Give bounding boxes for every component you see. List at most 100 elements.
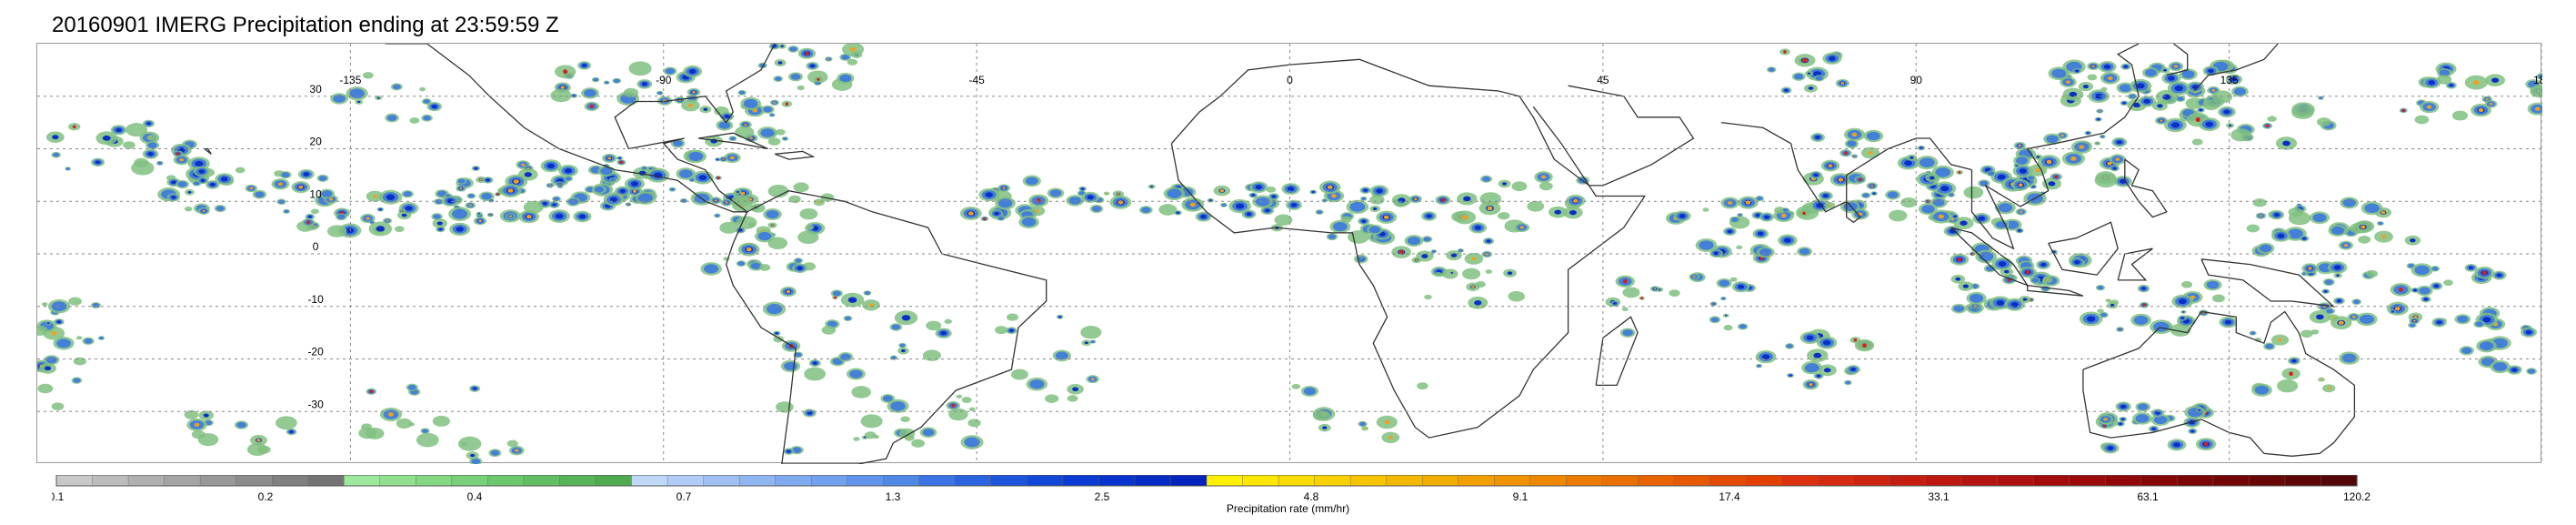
precipitation-layer (37, 44, 2542, 464)
colorbar-segment (810, 474, 848, 487)
colorbar-segment (1421, 474, 1459, 487)
colorbar-segment (1314, 474, 1351, 487)
colorbar-segment (344, 474, 381, 487)
lon-tick-label: 180 (2533, 74, 2542, 86)
colorbar-segment (1925, 474, 1962, 487)
graticule (37, 44, 2542, 464)
colorbar-segment (1601, 474, 1639, 487)
coastline-12 (1950, 227, 2030, 287)
lon-tick-label: -45 (968, 74, 985, 86)
colorbar-segment (990, 474, 1028, 487)
colorbar-segment (164, 474, 201, 487)
colorbar-segment (1134, 474, 1172, 487)
colorbar-segment (2033, 474, 2070, 487)
colorbar-segment (775, 474, 812, 487)
colorbar-segment (738, 474, 777, 487)
lon-tick-label: 0 (1287, 74, 1293, 86)
coastline-1 (697, 132, 768, 150)
colorbar-segment (1386, 474, 1423, 487)
colorbar-segment (127, 474, 165, 487)
colorbar-segment (379, 474, 417, 487)
colorbar-segment (883, 474, 920, 487)
colorbar-segment (1098, 474, 1136, 487)
colorbar-segment (1349, 474, 1388, 487)
lat-tick-label: 30 (309, 83, 322, 96)
colorbar-segment (1206, 474, 1244, 487)
colorbar-tick-label: 33.1 (1928, 490, 1950, 503)
coastline-10 (2193, 44, 2279, 92)
colorbar-segment (1242, 474, 1279, 487)
colorbar-segment (631, 474, 668, 487)
lon-tick-label: 90 (1910, 74, 1923, 86)
colorbar-segment (1817, 474, 1855, 487)
lon-tick-label: -90 (656, 74, 672, 86)
colorbar-segment (847, 474, 884, 487)
colorbar-tick-label: 2.5 (1095, 490, 1110, 503)
coastline-11 (2048, 221, 2119, 276)
colorbar-segment (1638, 474, 1675, 487)
colorbar-segment (1027, 474, 1064, 487)
colorbar-tick-label: 9.1 (1513, 490, 1529, 503)
lat-tick-label: -30 (307, 398, 324, 410)
coastline-15 (2124, 158, 2168, 218)
coastline-3 (725, 190, 1047, 464)
coastlines (204, 44, 2356, 464)
colorbar-segment (703, 474, 740, 487)
grid-labels: -135 -90 -45 0 45 90 135 180 30 20 10 0 -10 -20 -30 (307, 74, 2542, 410)
colorbar-segment (451, 474, 489, 487)
colorbar-tick-label: 0.1 (52, 490, 65, 503)
colorbar-segment (2284, 474, 2322, 487)
colorbar-segment (1960, 474, 1999, 487)
colorbar-segment (1566, 474, 1603, 487)
coastline-16 (2200, 258, 2336, 308)
colorbar-segment (2105, 474, 2142, 487)
colorbar-tick-label: 0.4 (467, 490, 483, 503)
colorbar-segment (1494, 474, 1531, 487)
colorbar-segment (1997, 474, 2034, 487)
colorbar-segment (559, 474, 596, 487)
colorbar-segment (595, 474, 633, 487)
lon-tick-label: 45 (1597, 74, 1609, 86)
colorbar-tick-label: 1.3 (886, 490, 901, 503)
coastline-19 (204, 147, 212, 155)
colorbar-tick-label: 0.7 (677, 490, 692, 503)
colorbar-segment (1062, 474, 1100, 487)
colorbar-segment (1278, 474, 1316, 487)
colorbar-segment (523, 474, 561, 487)
colorbar-segment (416, 474, 453, 487)
lon-tick-label: 135 (2220, 74, 2239, 86)
colorbar-segment (1170, 474, 1208, 487)
colorbar-tick-label: 17.4 (1719, 490, 1740, 503)
colorbar-segment (1673, 474, 1711, 487)
colorbar: 0.1 0.2 0.4 0.7 1.3 2.5 4.8 9.1 17.4 33.1 63.1 120.… (49, 474, 2380, 525)
coastline-5 (1595, 316, 1639, 387)
colorbar-segment (1889, 474, 1927, 487)
colorbar-segment (955, 474, 992, 487)
colorbar-segment (1745, 474, 1783, 487)
colorbar-segment (2069, 474, 2106, 487)
coastline-14 (2117, 247, 2153, 281)
map-title: 20160901 IMERG Precipitation ending at 2… (52, 13, 559, 37)
lat-tick-label: 20 (309, 136, 322, 148)
coastline-9 (2166, 44, 2189, 76)
coastline-4 (1170, 58, 1647, 439)
colorbar-tick-label: 63.1 (2137, 490, 2159, 503)
colorbar-segment (2249, 474, 2286, 487)
lat-tick-label: -20 (307, 346, 324, 358)
coastline-6 (1532, 85, 1695, 187)
colorbar-tick-label: 120.2 (2343, 490, 2371, 503)
colorbar-tick-label: 4.8 (1304, 490, 1319, 503)
coastline-0 (385, 44, 776, 213)
colorbar-segment (918, 474, 956, 487)
colorbar-segment (1458, 474, 1495, 487)
colorbar-segment (1529, 474, 1568, 487)
coastline-17 (2082, 310, 2356, 457)
colorbar-segment (236, 474, 273, 487)
colorbar-segment (307, 474, 345, 487)
colorbar-segment (487, 474, 525, 487)
colorbar-segment (2320, 474, 2358, 487)
coastline-18 (1846, 200, 1861, 224)
lon-tick-label: -135 (339, 74, 361, 86)
lat-tick-label: -10 (307, 293, 324, 306)
colorbar-segment (2212, 474, 2250, 487)
